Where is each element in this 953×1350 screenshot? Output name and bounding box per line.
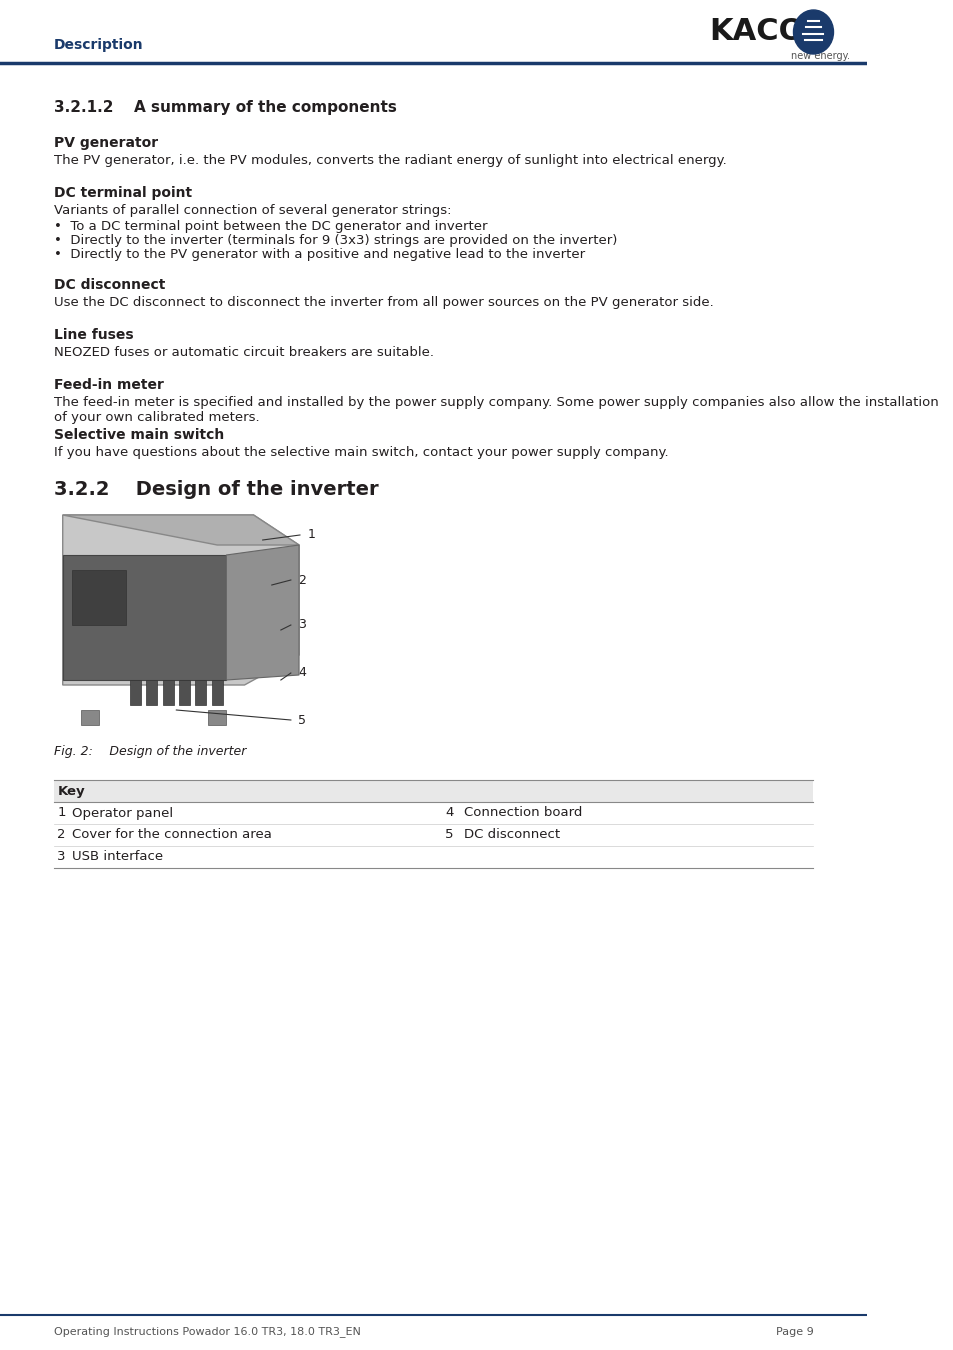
- Text: PV generator: PV generator: [53, 136, 157, 150]
- Text: Description: Description: [53, 38, 143, 53]
- Polygon shape: [71, 570, 126, 625]
- Text: 1: 1: [307, 528, 314, 541]
- Text: 2: 2: [57, 829, 66, 841]
- Bar: [163, 680, 173, 705]
- Bar: [81, 710, 99, 725]
- Bar: [212, 680, 222, 705]
- Bar: [208, 710, 226, 725]
- Text: Variants of parallel connection of several generator strings:: Variants of parallel connection of sever…: [53, 204, 451, 217]
- Text: Fig. 2:  Design of the inverter: Fig. 2: Design of the inverter: [53, 745, 246, 757]
- Text: •  Directly to the PV generator with a positive and negative lead to the inverte: • Directly to the PV generator with a po…: [53, 248, 584, 261]
- Bar: [53, 780, 813, 802]
- Polygon shape: [63, 514, 298, 545]
- Text: Page 9: Page 9: [775, 1327, 813, 1336]
- Text: 1: 1: [57, 806, 66, 819]
- Text: 5: 5: [298, 714, 306, 726]
- Text: Cover for the connection area: Cover for the connection area: [71, 829, 272, 841]
- Text: new energy.: new energy.: [790, 51, 849, 61]
- Text: DC disconnect: DC disconnect: [53, 278, 165, 292]
- Polygon shape: [226, 545, 298, 680]
- Bar: [130, 680, 141, 705]
- Text: NEOZED fuses or automatic circuit breakers are suitable.: NEOZED fuses or automatic circuit breake…: [53, 346, 434, 359]
- Text: 3: 3: [57, 850, 66, 864]
- Bar: [146, 680, 157, 705]
- Text: •  To a DC terminal point between the DC generator and inverter: • To a DC terminal point between the DC …: [53, 220, 487, 234]
- Text: 5: 5: [445, 829, 454, 841]
- Text: Operating Instructions Powador 16.0 TR3, 18.0 TR3_EN: Operating Instructions Powador 16.0 TR3,…: [53, 1327, 360, 1338]
- Text: Use the DC disconnect to disconnect the inverter from all power sources on the P: Use the DC disconnect to disconnect the …: [53, 296, 713, 309]
- Text: USB interface: USB interface: [71, 850, 163, 864]
- Bar: [179, 680, 190, 705]
- Polygon shape: [63, 555, 226, 680]
- Text: 3: 3: [298, 618, 306, 632]
- Text: Key: Key: [57, 784, 85, 798]
- Text: 4: 4: [298, 667, 306, 679]
- Text: DC terminal point: DC terminal point: [53, 186, 192, 200]
- Text: 2: 2: [298, 574, 306, 586]
- Text: Operator panel: Operator panel: [71, 806, 172, 819]
- Circle shape: [793, 9, 833, 54]
- Text: DC disconnect: DC disconnect: [463, 829, 559, 841]
- Text: The feed-in meter is specified and installed by the power supply company. Some p: The feed-in meter is specified and insta…: [53, 396, 938, 424]
- Text: KACO: KACO: [708, 18, 803, 46]
- Text: The PV generator, i.e. the PV modules, converts the radiant energy of sunlight i: The PV generator, i.e. the PV modules, c…: [53, 154, 725, 167]
- Text: 3.2.2  Design of the inverter: 3.2.2 Design of the inverter: [53, 481, 377, 500]
- Text: Line fuses: Line fuses: [53, 328, 133, 342]
- Text: Selective main switch: Selective main switch: [53, 428, 224, 441]
- Text: •  Directly to the inverter (terminals for 9 (3x3) strings are provided on the i: • Directly to the inverter (terminals fo…: [53, 234, 617, 247]
- Text: Connection board: Connection board: [463, 806, 581, 819]
- Text: 3.2.1.2  A summary of the components: 3.2.1.2 A summary of the components: [53, 100, 396, 115]
- Bar: [195, 680, 206, 705]
- Text: 4: 4: [445, 806, 454, 819]
- Text: Feed-in meter: Feed-in meter: [53, 378, 163, 392]
- Polygon shape: [63, 514, 298, 684]
- Text: If you have questions about the selective main switch, contact your power supply: If you have questions about the selectiv…: [53, 446, 667, 459]
